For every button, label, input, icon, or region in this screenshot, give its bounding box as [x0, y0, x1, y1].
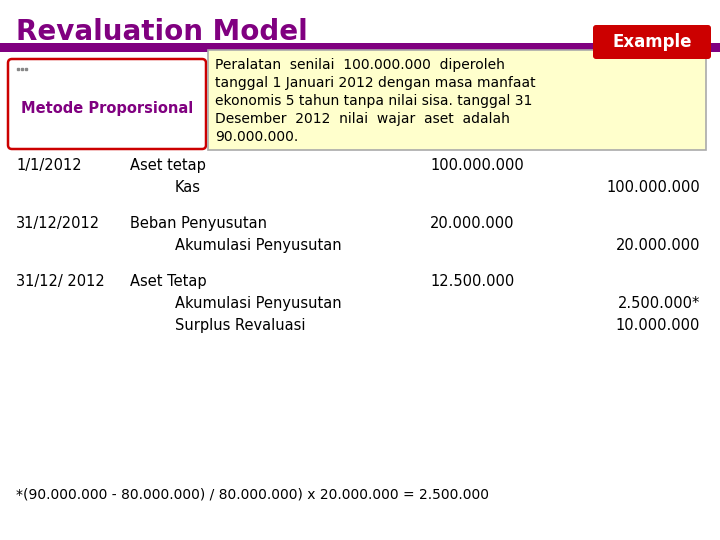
Text: Aset Tetap: Aset Tetap	[130, 274, 207, 289]
Text: 2.500.000*: 2.500.000*	[618, 296, 700, 311]
Text: Kas: Kas	[175, 180, 201, 195]
Text: Peralatan  senilai  100.000.000  diperoleh: Peralatan senilai 100.000.000 diperoleh	[215, 58, 505, 72]
Text: 12.500.000: 12.500.000	[430, 274, 514, 289]
Text: 20.000.000: 20.000.000	[616, 238, 700, 253]
Text: 100.000.000: 100.000.000	[606, 180, 700, 195]
FancyBboxPatch shape	[593, 25, 711, 59]
Text: Akumulasi Penyusutan: Akumulasi Penyusutan	[175, 238, 341, 253]
Bar	[0, 43, 720, 52]
Text: Akumulasi Penyusutan: Akumulasi Penyusutan	[175, 296, 341, 311]
Text: 31/12/2012: 31/12/2012	[16, 216, 100, 231]
Text: Surplus Revaluasi: Surplus Revaluasi	[175, 318, 305, 333]
Text: ekonomis 5 tahun tanpa nilai sisa. tanggal 31: ekonomis 5 tahun tanpa nilai sisa. tangg…	[215, 94, 532, 108]
Text: *(90.000.000 - 80.000.000) / 80.000.000) x 20.000.000 = 2.500.000: *(90.000.000 - 80.000.000) / 80.000.000)…	[16, 488, 489, 502]
Text: Beban Penyusutan: Beban Penyusutan	[130, 216, 267, 231]
Text: 10.000.000: 10.000.000	[616, 318, 700, 333]
FancyBboxPatch shape	[8, 59, 206, 149]
FancyBboxPatch shape	[208, 50, 706, 150]
Text: Desember  2012  nilai  wajar  aset  adalah: Desember 2012 nilai wajar aset adalah	[215, 112, 510, 126]
Text: 90.000.000.: 90.000.000.	[215, 130, 298, 144]
Text: Revaluation Model: Revaluation Model	[16, 18, 307, 46]
Text: Metode Proporsional: Metode Proporsional	[21, 100, 193, 116]
Text: 100.000.000: 100.000.000	[430, 158, 523, 173]
Text: tanggal 1 Januari 2012 dengan masa manfaat: tanggal 1 Januari 2012 dengan masa manfa…	[215, 76, 536, 90]
Text: 20.000.000: 20.000.000	[430, 216, 515, 231]
Text: 1/1/2012: 1/1/2012	[16, 158, 81, 173]
Text: Example: Example	[612, 33, 692, 51]
Text: 31/12/ 2012: 31/12/ 2012	[16, 274, 104, 289]
Text: Aset tetap: Aset tetap	[130, 158, 206, 173]
